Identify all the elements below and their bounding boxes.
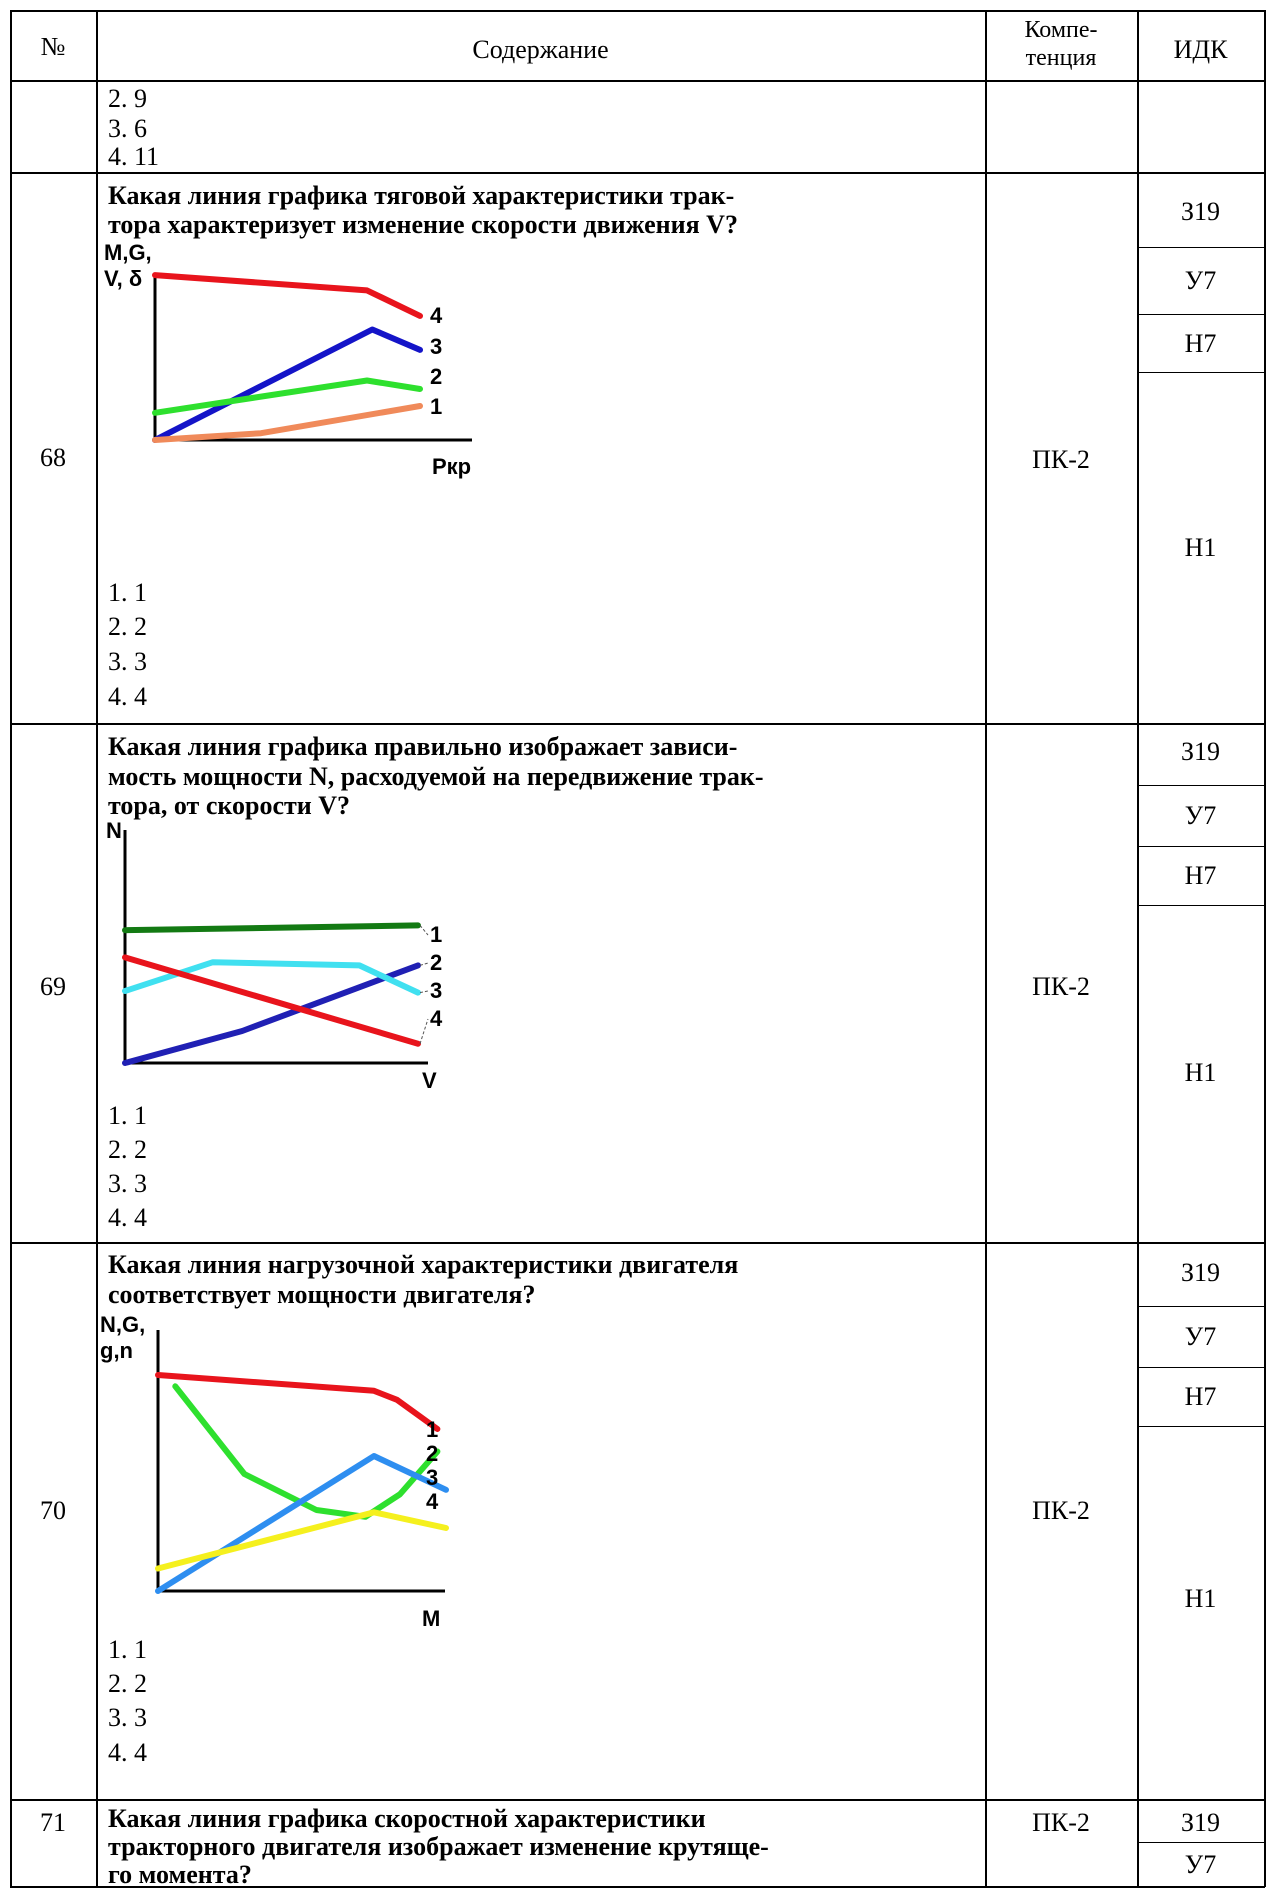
chart-q68: M,G,V, δ Pкр 4 3 2 1 [104,240,472,479]
option: 2. 2 [108,1669,147,1698]
series-line-3 [122,959,421,996]
series-line-2 [122,962,421,1066]
series-label-2: 2 [430,950,442,975]
series-line-1 [155,1372,441,1432]
question-text: мость мощности N, расходуемой на передви… [108,762,764,791]
idk-code: У7 [1184,1850,1217,1879]
header-competence: Компе- тенция [1024,17,1098,71]
idk-code: Н1 [1184,533,1217,562]
series-label-2: 2 [430,364,442,389]
series-line-1 [152,403,423,443]
header-content: Содержание [472,35,609,64]
idk-code: З19 [1180,737,1221,766]
series-line-2 [152,377,423,416]
series-label-1: 1 [430,394,442,419]
idk-code: З19 [1180,1258,1221,1287]
series-line-2 [172,1383,441,1520]
competence: ПК-2 [1032,1808,1090,1837]
series-label-2: 2 [426,1441,438,1466]
option: 2. 2 [108,612,147,641]
series-label-3: 3 [430,978,442,1003]
question-text: тора, от скорости V? [108,791,351,820]
series-label-4: 4 [426,1489,439,1514]
series-line-4 [152,272,423,319]
series-leader [419,990,429,994]
x-axis-label: V [422,1068,437,1093]
idk-code: Н7 [1184,329,1217,358]
header-idk: ИДК [1173,35,1228,64]
chart-q69: N V 1 2 3 4 [106,818,443,1093]
question-text: Какая линия нагрузочной характеристики д… [108,1250,739,1279]
idk-code: У7 [1184,1322,1217,1351]
series-label-1: 1 [430,922,442,947]
series-line-4 [122,954,421,1047]
series-label-4: 4 [430,1006,443,1031]
series-line-4 [155,1509,449,1572]
question-number: 71 [40,1808,66,1837]
series-leader [419,925,429,936]
idk-code: У7 [1184,801,1217,830]
option: 3. 6 [108,114,147,143]
question-number: 68 [40,443,66,472]
competence: ПК-2 [1032,445,1090,474]
y-axis-label: M,G, [104,240,152,265]
idk-code: Н1 [1184,1058,1217,1087]
series-leader [419,1018,429,1044]
option: 3. 3 [108,647,147,676]
idk-code: У7 [1184,266,1217,295]
y-axis-label: V, δ [104,266,142,291]
option: 4. 4 [108,1738,147,1767]
idk-code: Н7 [1184,1382,1217,1411]
option: 2. 2 [108,1135,147,1164]
question-text: Какая линия графика тяговой характеристи… [108,181,735,210]
y-axis-label: N,G, [100,1312,145,1337]
question-text: соответствует мощности двигателя? [108,1280,536,1309]
y-axis-label: N [106,818,122,843]
option: 4. 11 [108,142,160,171]
question-text: тора характеризует изменение скорости дв… [108,210,738,239]
idk-code: Н1 [1184,1584,1217,1613]
series-label-3: 3 [430,334,442,359]
competence: ПК-2 [1032,1496,1090,1525]
y-axis-label: g,n [100,1338,133,1363]
option: 1. 1 [108,578,147,607]
competence: ПК-2 [1032,972,1090,1001]
series-leader [419,962,429,966]
series-label-3: 3 [426,1465,438,1490]
question-number: 70 [40,1496,66,1525]
series-label-4: 4 [430,303,443,328]
question-number: 69 [40,972,66,1001]
option: 3. 3 [108,1703,147,1732]
series-label-1: 1 [426,1417,438,1442]
question-text: Какая линия графика скоростной характери… [108,1804,706,1833]
option: 1. 1 [108,1635,147,1664]
x-axis-label: Pкр [432,454,471,479]
question-text: тракторного двигателя изображает изменен… [108,1832,769,1861]
question-text: Какая линия графика правильно изображает… [108,732,738,761]
question-text: го момента? [108,1860,252,1889]
idk-code: Н7 [1184,861,1217,890]
idk-code: З19 [1180,197,1221,226]
series-line-3 [155,1453,449,1594]
header-num: № [40,32,66,61]
option: 2. 9 [108,84,147,113]
series-line-1 [122,922,421,934]
option: 1. 1 [108,1101,147,1130]
idk-code: З19 [1180,1808,1221,1837]
x-axis-label: M [422,1606,440,1631]
option: 4. 4 [108,682,147,711]
option: 4. 4 [108,1203,147,1232]
option: 3. 3 [108,1169,147,1198]
